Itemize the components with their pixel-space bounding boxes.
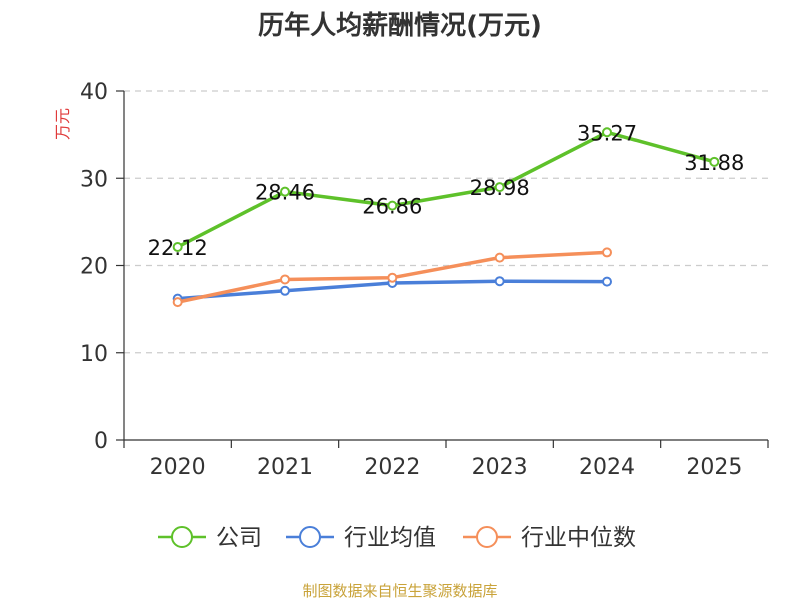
x-tick-label: 2023: [472, 455, 528, 480]
legend-label: 公司: [216, 525, 262, 551]
data-point: [494, 276, 505, 287]
data-labels: 22.12 28.46 26.86 28.98 35.27 31.88: [148, 121, 745, 260]
y-tick-label: 10: [80, 342, 108, 367]
y-axis-label: 万元: [53, 108, 72, 140]
data-point: [172, 297, 183, 308]
chart-title: 历年人均薪酬情况(万元): [258, 10, 542, 41]
data-point: [280, 285, 290, 296]
data-point: [494, 252, 505, 263]
data-point: [280, 274, 290, 285]
data-point: [494, 182, 505, 193]
data-label: 26.86: [362, 195, 422, 219]
data-point: [172, 242, 183, 253]
legend-marker: [476, 526, 498, 548]
data-label: 31.88: [684, 151, 744, 175]
data-point: [280, 186, 290, 197]
legend-marker: [299, 526, 321, 548]
data-point: [387, 272, 398, 283]
x-tick-label: 2025: [686, 455, 742, 480]
data-point: [602, 276, 612, 287]
source-note: 制图数据来自恒生聚源数据库: [302, 582, 497, 600]
legend: 公司 行业均值 行业中位数: [158, 525, 636, 551]
legend-label: 行业中位数: [521, 525, 636, 551]
data-point: [709, 156, 720, 167]
data-point: [602, 247, 612, 258]
x-tick-label: 2020: [150, 455, 206, 480]
data-label: 28.46: [255, 181, 315, 205]
data-label: 28.98: [470, 176, 530, 200]
x-tick-label: 2021: [257, 455, 313, 480]
legend-label: 行业均值: [344, 525, 436, 551]
y-tick-label: 40: [80, 80, 108, 105]
series-group: [172, 127, 720, 308]
gridlines: [124, 90, 768, 354]
data-label: 22.12: [148, 236, 208, 260]
data-point: [602, 127, 612, 138]
data-label: 35.27: [577, 121, 637, 145]
data-point: [387, 200, 398, 211]
y-tick-label: 30: [80, 167, 108, 192]
x-tick-label: 2024: [579, 455, 635, 480]
y-tick-label: 0: [94, 429, 108, 454]
y-tick-label: 20: [80, 255, 108, 280]
series-line-0: [175, 130, 717, 249]
axes: 0 10 20 30 40 2020 2021 2022 2023 2024 2025: [80, 80, 769, 480]
legend-marker: [171, 526, 193, 548]
x-tick-label: 2022: [364, 455, 420, 480]
